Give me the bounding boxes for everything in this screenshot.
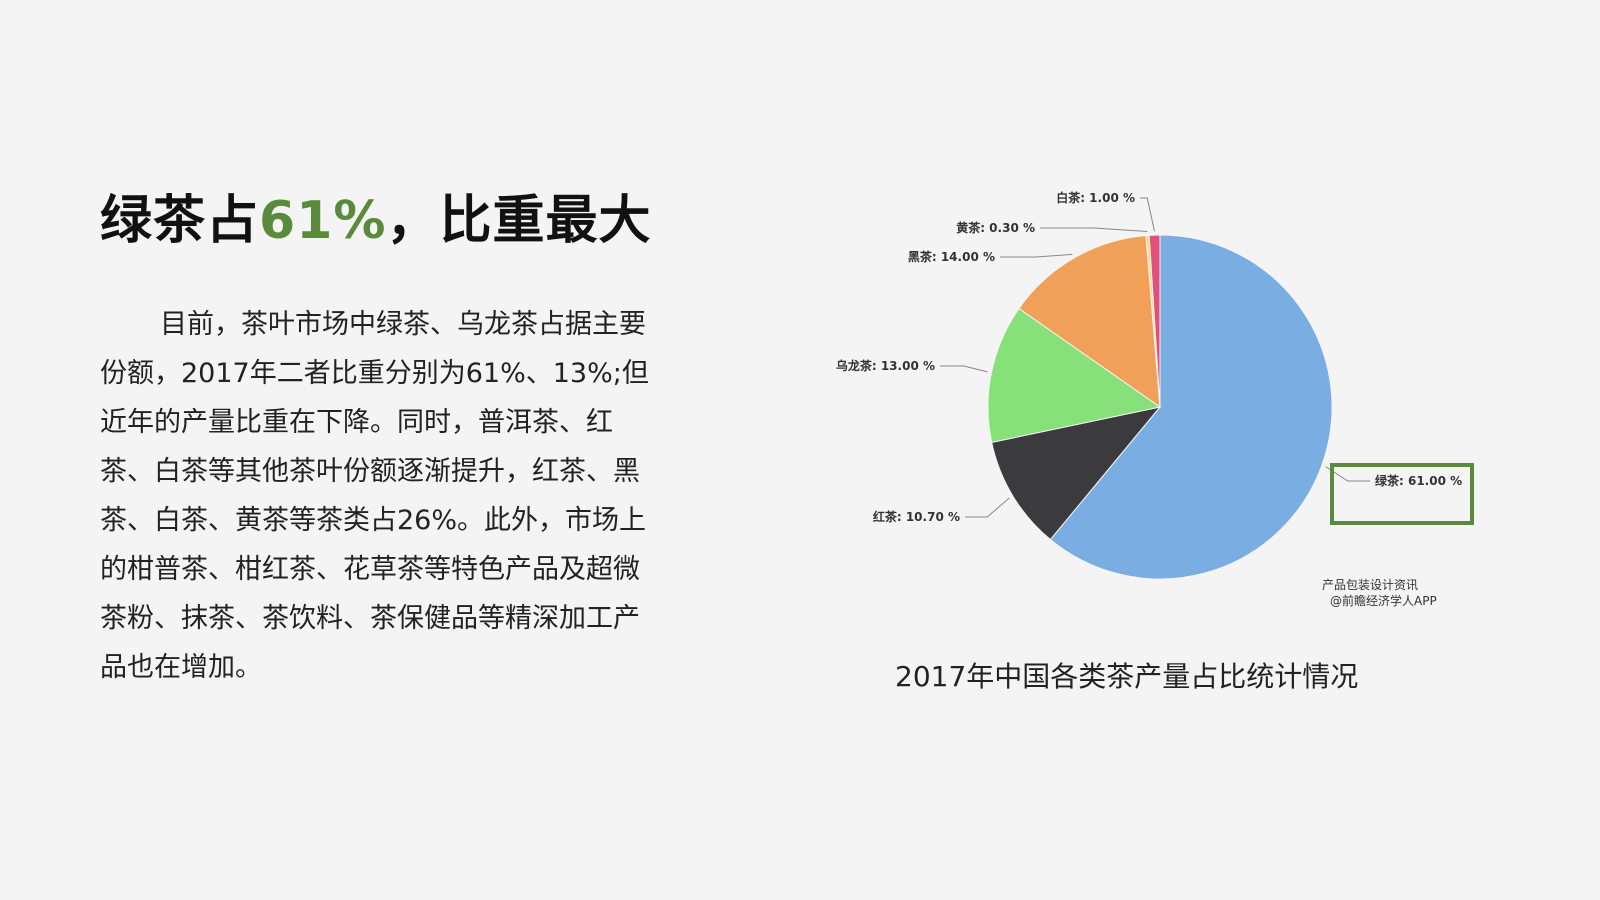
- leader-line-2: [940, 365, 988, 373]
- watermark-line1: 产品包装设计资讯: [1322, 578, 1419, 592]
- pie-slice-0: [1049, 234, 1333, 580]
- slice-label-2: 乌龙茶: 13.00 %: [836, 358, 935, 373]
- slice-label-3: 黑茶: 14.00 %: [908, 249, 995, 264]
- slice-label-5: 白茶: 1.00 %: [1056, 190, 1135, 205]
- slice-label-4: 黄茶: 0.30 %: [956, 220, 1035, 235]
- pie-chart: 绿茶: 61.00 % 红茶: 10.70 % 乌龙茶: 13.00 % 黑茶: 14…: [836, 190, 1474, 580]
- watermark-line2: @前瞻经济学人APP: [1330, 594, 1437, 608]
- title-pre: 绿茶占: [100, 191, 260, 251]
- title-highlight: 61%: [259, 191, 387, 251]
- chart-caption: 2017年中国各类茶产量占比统计情况: [895, 660, 1359, 693]
- pie-slice-3: [1018, 235, 1161, 409]
- leader-line-4: [1040, 227, 1148, 232]
- slice-label-1: 红茶: 10.70 %: [873, 509, 960, 524]
- pie-slice-1: [991, 406, 1162, 541]
- slice-label-0: 绿茶: 61.00 %: [1375, 473, 1462, 488]
- leader-line-1: [965, 497, 1010, 518]
- title-post: ，比重最大: [386, 191, 652, 251]
- highlight-box: [1330, 463, 1474, 525]
- pie-slice-2: [987, 307, 1162, 444]
- slide-title: 绿茶占61%，比重最大: [100, 178, 652, 253]
- leader-line-5: [1140, 197, 1155, 232]
- pie-slice-5: [1148, 234, 1161, 408]
- body-paragraph: 目前，茶叶市场中绿茶、乌龙茶占据主要份额，2017年二者比重分别为61%、13%…: [100, 309, 649, 683]
- leader-line-3: [1000, 253, 1073, 258]
